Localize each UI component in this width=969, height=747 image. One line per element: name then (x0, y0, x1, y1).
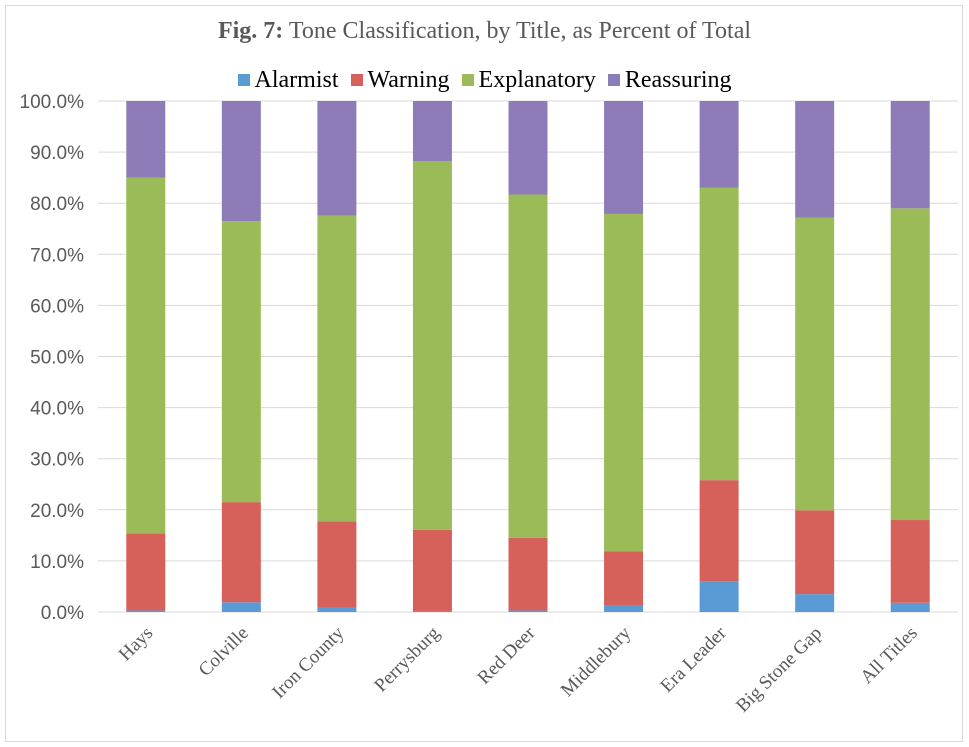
y-tick-label: 0.0% (41, 603, 84, 624)
bar-segment-reassuring (317, 101, 357, 216)
legend-swatch (607, 74, 620, 86)
bar-segment-reassuring (604, 101, 644, 214)
bar-segment-explanatory (412, 161, 452, 530)
bar-segment-warning (317, 521, 357, 608)
legend-label: Explanatory (478, 66, 596, 93)
chart-title-text: Tone Classification, by Title, as Percen… (288, 18, 752, 44)
bar-segment-explanatory (221, 221, 261, 503)
chart-legend: Alarmist Warning Explanatory Reassuring (0, 66, 969, 94)
bar-segment-warning (699, 480, 739, 582)
legend-swatch (461, 74, 474, 86)
bar-segment-warning (604, 551, 644, 606)
legend-label: Warning (367, 66, 450, 93)
bar-segment-warning (126, 533, 166, 611)
legend-label: Alarmist (254, 66, 339, 93)
x-tick-label: Big Stone Gap (732, 623, 826, 717)
x-tick-label: Hays (115, 623, 157, 665)
chart-title: Fig. 7: Tone Classification, by Title, a… (0, 18, 969, 45)
y-tick-label: 50.0% (30, 348, 84, 369)
bar-segment-explanatory (890, 208, 930, 521)
bar-segment-reassuring (795, 101, 835, 218)
x-tick-label: All Titles (856, 623, 921, 688)
legend-label: Reassuring (624, 66, 732, 93)
y-tick-label: 90.0% (30, 143, 84, 164)
chart-title-figure-label: Fig. 7: (217, 18, 284, 44)
y-tick-label: 60.0% (30, 296, 84, 317)
bar-segment-explanatory (508, 194, 548, 538)
x-tick-label: Era Leader (656, 622, 731, 697)
bar-segment-explanatory (317, 215, 357, 522)
y-tick-label: 100.0% (20, 92, 85, 113)
x-tick-label: Iron County (268, 622, 349, 703)
bar-segment-alarmist (126, 610, 166, 612)
y-tick-label: 40.0% (30, 399, 84, 420)
bar-segment-warning (412, 529, 452, 611)
legend-item: Alarmist (237, 66, 339, 94)
y-tick-label: 70.0% (30, 245, 84, 266)
bar-segment-explanatory (699, 187, 739, 481)
legend-swatch (350, 74, 363, 86)
bar-segment-alarmist (795, 594, 835, 612)
bar-segment-warning (795, 510, 835, 595)
bar-segment-reassuring (126, 101, 166, 178)
bar-segment-alarmist (508, 610, 548, 612)
legend-item: Explanatory (461, 66, 596, 94)
x-tick-label: Colville (195, 623, 253, 681)
bar-segment-warning (508, 537, 548, 611)
bar-segment-reassuring (221, 101, 261, 222)
bar-segment-reassuring (890, 101, 930, 209)
bar-segment-alarmist (221, 602, 261, 612)
bar-segment-warning (221, 502, 261, 603)
y-tick-label: 20.0% (30, 501, 84, 522)
y-tick-label: 30.0% (30, 450, 84, 471)
bar-segment-alarmist (317, 607, 357, 612)
bar-segment-reassuring (508, 101, 548, 195)
legend-swatch (237, 74, 250, 86)
x-tick-label: Perrysburg (370, 622, 444, 696)
bar-segment-alarmist (699, 581, 739, 612)
bar-segment-explanatory (604, 213, 644, 552)
bar-segment-explanatory (126, 177, 166, 534)
bar-segment-warning (890, 520, 930, 603)
legend-item: Warning (350, 66, 450, 94)
x-tick-label: Middlebury (557, 622, 636, 701)
bar-segment-reassuring (412, 101, 452, 162)
x-tick-label: Red Deer (474, 622, 540, 688)
bar-segment-explanatory (795, 217, 835, 511)
y-tick-label: 10.0% (30, 552, 84, 573)
legend-item: Reassuring (607, 66, 732, 94)
bar-segment-reassuring (699, 101, 739, 188)
y-tick-label: 80.0% (30, 194, 84, 215)
bar-segment-alarmist (890, 602, 930, 612)
bar-segment-alarmist (412, 610, 452, 612)
bar-segment-alarmist (604, 605, 644, 612)
